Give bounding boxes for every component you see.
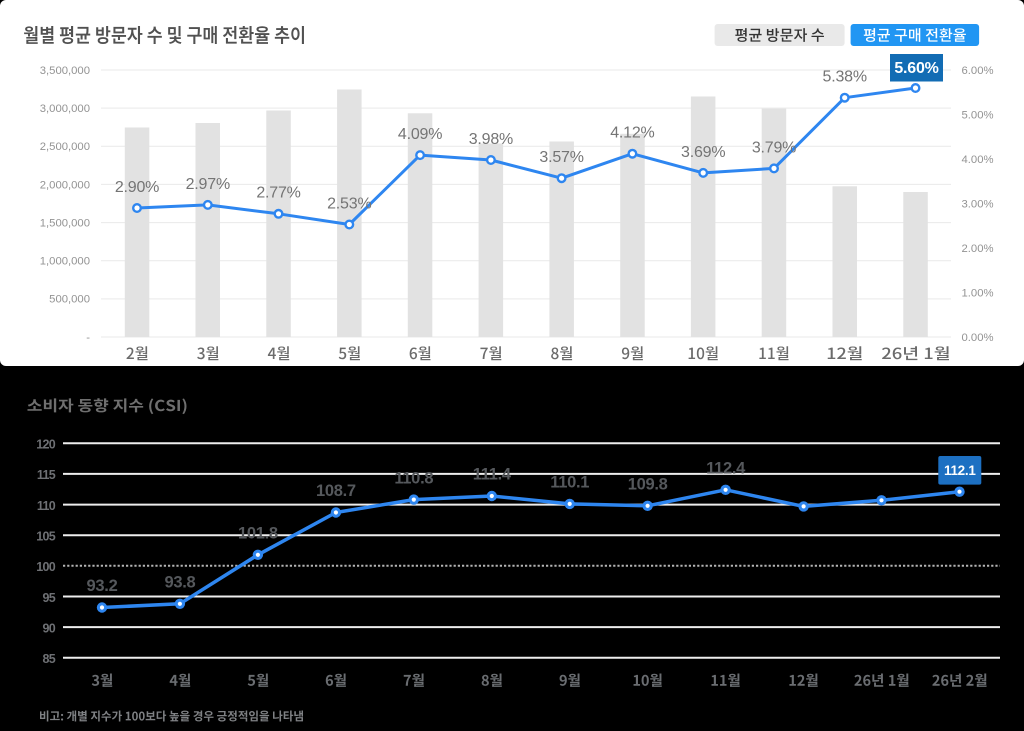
svg-text:4.12%: 4.12%: [610, 125, 654, 142]
svg-text:120: 120: [36, 438, 56, 452]
svg-text:110: 110: [37, 499, 56, 513]
svg-text:2.97%: 2.97%: [186, 176, 230, 193]
svg-text:3.79%: 3.79%: [752, 139, 796, 156]
svg-text:2.90%: 2.90%: [115, 179, 159, 196]
svg-text:108.7: 108.7: [316, 482, 356, 500]
svg-text:1.00%: 1.00%: [962, 287, 994, 299]
svg-text:111.4: 111.4: [473, 466, 512, 484]
svg-text:110.1: 110.1: [550, 474, 589, 492]
svg-text:2.53%: 2.53%: [327, 195, 371, 212]
svg-text:112.4: 112.4: [706, 460, 746, 478]
svg-text:2.77%: 2.77%: [256, 185, 300, 202]
svg-text:3,500,000: 3,500,000: [40, 65, 90, 77]
svg-text:1,500,000: 1,500,000: [40, 218, 90, 230]
svg-text:3.57%: 3.57%: [539, 149, 583, 166]
svg-text:1,000,000: 1,000,000: [40, 256, 90, 268]
svg-text:5.60%: 5.60%: [894, 60, 938, 77]
svg-text:3.69%: 3.69%: [681, 144, 725, 161]
svg-text:101.8: 101.8: [238, 524, 278, 542]
svg-text:2.00%: 2.00%: [962, 243, 994, 255]
svg-text:105: 105: [36, 530, 56, 544]
svg-text:3,000,000: 3,000,000: [40, 103, 90, 115]
svg-text:2,000,000: 2,000,000: [40, 179, 90, 191]
svg-text:109.8: 109.8: [628, 475, 668, 493]
svg-text:112.1: 112.1: [944, 463, 976, 478]
svg-text:5.00%: 5.00%: [962, 109, 994, 121]
svg-text:85: 85: [42, 652, 55, 666]
svg-text:93.2: 93.2: [87, 577, 118, 595]
svg-text:110.8: 110.8: [394, 469, 433, 487]
svg-text:0.00%: 0.00%: [962, 332, 994, 344]
svg-text:90: 90: [42, 621, 55, 635]
svg-text:3.00%: 3.00%: [962, 198, 994, 210]
svg-text:4.09%: 4.09%: [398, 126, 442, 143]
svg-text:-: -: [86, 332, 90, 344]
svg-text:93.8: 93.8: [164, 574, 195, 592]
svg-text:3.98%: 3.98%: [469, 131, 513, 148]
svg-text:115: 115: [37, 468, 56, 482]
svg-text:5.38%: 5.38%: [823, 69, 867, 86]
svg-text:6.00%: 6.00%: [962, 65, 994, 77]
svg-text:4.00%: 4.00%: [962, 154, 994, 166]
svg-text:500,000: 500,000: [49, 294, 90, 306]
svg-text:95: 95: [42, 591, 55, 605]
svg-text:2,500,000: 2,500,000: [40, 141, 90, 153]
svg-text:100: 100: [36, 560, 56, 574]
